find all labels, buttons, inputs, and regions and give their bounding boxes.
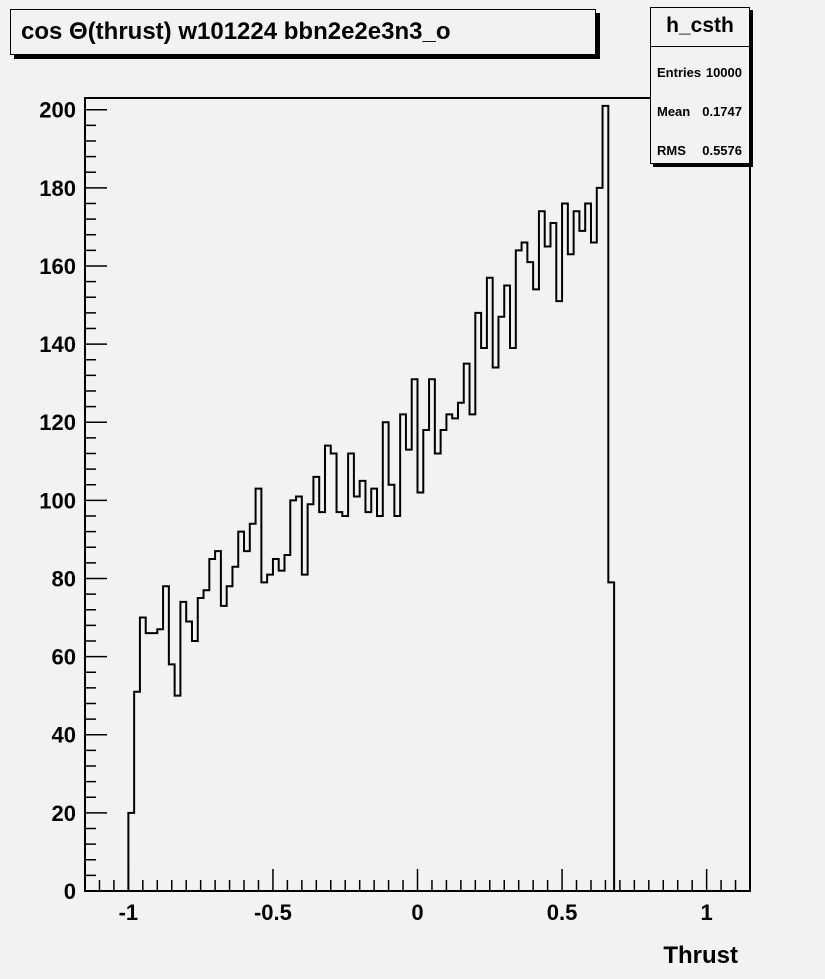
stats-label: Mean (657, 104, 691, 119)
y-tick-label: 20 (52, 801, 76, 826)
x-tick-label: 0.5 (547, 900, 578, 925)
stats-label: RMS (657, 143, 686, 158)
x-tick-label: 1 (701, 900, 713, 925)
stats-row-rms: RMS 0.5576 (651, 131, 749, 169)
stats-value: 10000 (705, 65, 742, 80)
stats-histogram-name: h_csth (651, 8, 749, 47)
y-tick-label: 120 (39, 410, 76, 435)
stats-row-mean: Mean 0.1747 (651, 92, 749, 130)
x-tick-label: -0.5 (254, 900, 292, 925)
x-tick-label: -1 (119, 900, 139, 925)
stats-value: 0.1747 (702, 104, 742, 119)
x-axis-title: Thrust (663, 942, 738, 969)
y-tick-labels: 0 20 40 60 80 100 120 140 160 180 200 (39, 98, 76, 904)
histogram-series-line (127, 104, 616, 891)
y-tick-label: 40 (52, 723, 76, 748)
y-tick-label: 100 (39, 488, 76, 513)
stats-value: 0.5576 (702, 143, 742, 158)
y-tick-label: 180 (39, 176, 76, 201)
plot-frame (84, 97, 751, 892)
y-tick-label: 80 (52, 566, 76, 591)
x-tick-labels: -1 -0.5 0 0.5 1 (119, 900, 713, 925)
chart-title: cos Θ(thrust) w101224 bbn2e2e3n3_o (21, 18, 451, 45)
chart-title-box: cos Θ(thrust) w101224 bbn2e2e3n3_o (10, 9, 596, 55)
stats-row-entries: Entries 10000 (651, 53, 749, 91)
y-axis-ticks (85, 108, 107, 892)
y-tick-label: 0 (64, 879, 76, 904)
stats-label: Entries (657, 65, 702, 80)
y-tick-label: 60 (52, 645, 76, 670)
y-tick-label: 160 (39, 254, 76, 279)
y-tick-label: 140 (39, 332, 76, 357)
x-tick-label: 0 (411, 900, 423, 925)
stats-box: h_csth Entries 10000 Mean 0.1747 RMS 0.5… (650, 7, 750, 164)
x-axis-ticks (98, 869, 737, 891)
y-tick-label: 200 (39, 98, 76, 123)
